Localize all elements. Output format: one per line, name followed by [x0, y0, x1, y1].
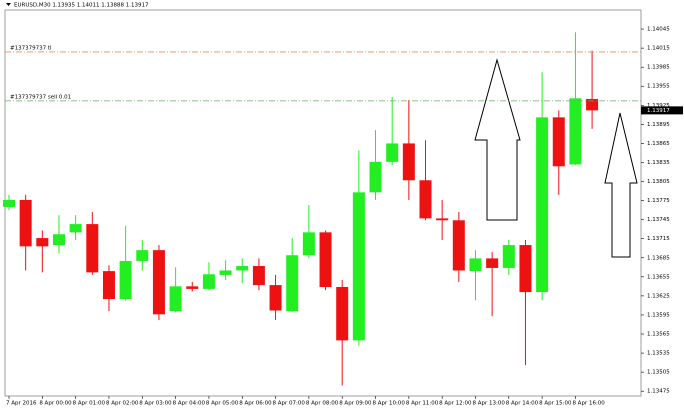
x-tick-label: 8 Apr 12:00	[439, 401, 472, 407]
candle-body	[452, 220, 465, 271]
y-tick-label: 1.13895	[647, 122, 670, 128]
candle-body	[386, 143, 399, 162]
candle-body	[419, 180, 432, 219]
candle-body	[169, 286, 182, 312]
y-tick-label: 1.14015	[647, 46, 670, 52]
x-tick-label: 8 Apr 06:00	[239, 401, 272, 407]
candle-body	[352, 192, 365, 341]
candle-body	[336, 286, 349, 341]
x-tick-label: 8 Apr 04:00	[173, 401, 206, 407]
chart-title: EURUSD,M30 1.13935 1.14011 1.13888 1.139…	[14, 3, 149, 9]
y-tick-label: 1.13775	[647, 198, 670, 204]
x-tick-label: 8 Apr 11:00	[406, 401, 439, 407]
candle-body	[486, 258, 499, 268]
candle-body	[552, 117, 565, 167]
y-tick-label: 1.13835	[647, 160, 670, 166]
candle-body	[36, 238, 49, 247]
x-tick-label: 8 Apr 07:00	[273, 401, 306, 407]
candle-body	[269, 285, 282, 311]
y-tick-label: 1.13625	[647, 293, 670, 299]
arrow-up	[604, 112, 638, 258]
candle-body	[3, 199, 15, 207]
y-tick-label: 1.13745	[647, 217, 670, 223]
candle-body	[469, 258, 482, 272]
x-tick-label: 8 Apr 08:00	[306, 401, 339, 407]
candle-body	[236, 266, 249, 271]
x-tick-label: 8 Apr 10:00	[373, 401, 406, 407]
x-tick-label: 7 Apr 2016	[6, 401, 37, 407]
current-price-label: 1.13917	[647, 108, 670, 114]
x-tick-label: 8 Apr 05:00	[206, 401, 239, 407]
y-tick-label: 1.13655	[647, 274, 670, 280]
x-tick-label: 8 Apr 16:00	[572, 401, 605, 407]
y-tick-label: 1.13475	[647, 389, 670, 395]
candle-body	[219, 270, 232, 275]
candle-body	[369, 161, 382, 193]
order-line-label: #137379737 sell 0.01	[10, 94, 71, 100]
x-tick-label: 8 Apr 01:00	[73, 401, 106, 407]
candle-body	[252, 266, 265, 286]
candle-body	[586, 98, 599, 111]
y-tick-label: 1.13865	[647, 141, 670, 147]
candle-body	[402, 143, 415, 181]
marks	[3, 32, 599, 386]
candle-body	[202, 274, 215, 289]
y-tick-label: 1.13925	[647, 103, 670, 109]
order-line-label: #137379737 tl	[10, 45, 52, 51]
candle-body	[69, 224, 82, 233]
candle-body	[152, 250, 165, 315]
x-tick-label: 8 Apr 00:00	[39, 401, 72, 407]
y-tick-label: 1.13565	[647, 332, 670, 338]
title-marker	[6, 3, 11, 6]
candle-body	[319, 232, 332, 287]
candle-body	[302, 232, 315, 256]
candle-body	[536, 117, 549, 293]
x-tick-label: 8 Apr 15:00	[539, 401, 572, 407]
y-tick-label: 1.14045	[647, 27, 670, 33]
candle-body	[436, 218, 449, 221]
x-tick-label: 8 Apr 03:00	[139, 401, 172, 407]
candle-body	[519, 245, 532, 293]
y-tick-label: 1.13985	[647, 65, 670, 71]
x-tick-label: 8 Apr 02:00	[106, 401, 139, 407]
y-tick-label: 1.13955	[647, 84, 670, 90]
y-tick-label: 1.13595	[647, 312, 670, 318]
current-price-box	[641, 106, 683, 115]
x-tick-label: 8 Apr 13:00	[472, 401, 505, 407]
y-tick-label: 1.13535	[647, 351, 670, 357]
candle-body	[119, 260, 132, 300]
candle-body	[502, 245, 515, 268]
candle-body	[86, 224, 99, 273]
candle-body	[52, 234, 65, 246]
x-tick-label: 8 Apr 09:00	[339, 401, 372, 407]
candle-body	[102, 271, 115, 300]
y-tick-label: 1.13805	[647, 179, 670, 185]
candle-body	[286, 255, 299, 312]
candle-body	[569, 98, 582, 165]
x-tick-label: 8 Apr 14:00	[506, 401, 539, 407]
candle-body	[186, 286, 199, 289]
arrow-up	[474, 58, 521, 221]
y-tick-label: 1.13505	[647, 370, 670, 376]
candle-body	[19, 199, 32, 247]
candle-body	[136, 250, 149, 261]
y-tick-label: 1.13715	[647, 236, 670, 242]
y-tick-label: 1.13685	[647, 255, 670, 261]
